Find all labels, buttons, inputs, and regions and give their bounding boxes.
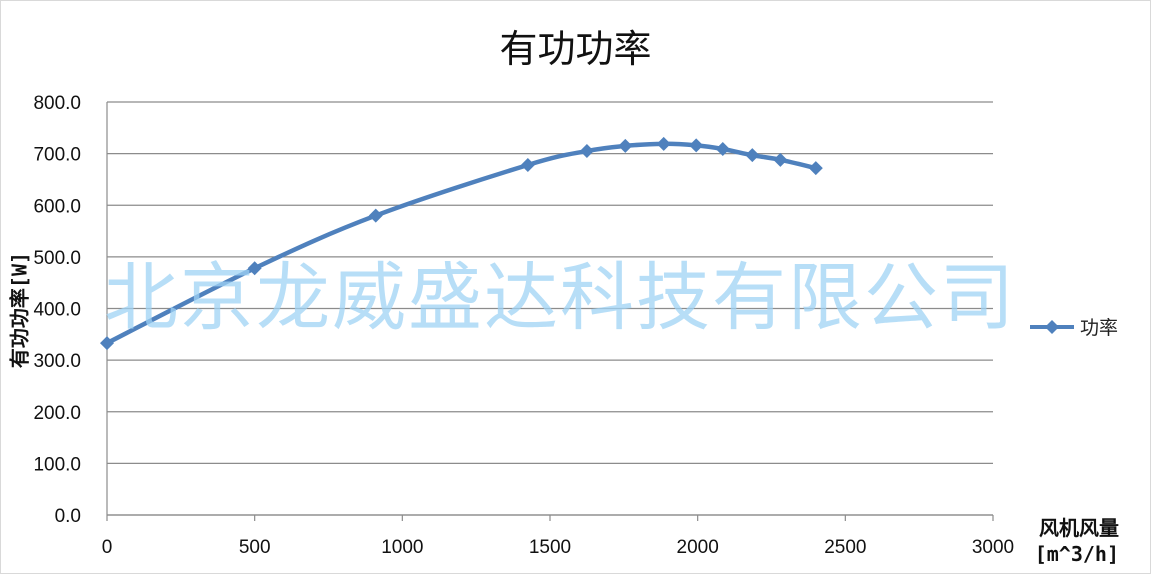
y-tick-label: 0.0 xyxy=(55,506,81,527)
data-point-marker xyxy=(100,336,114,351)
data-point-marker xyxy=(618,138,633,153)
data-point-marker xyxy=(247,261,262,276)
data-point-marker xyxy=(689,138,704,153)
y-tick-label: 500.0 xyxy=(33,248,81,269)
data-point-marker xyxy=(656,136,671,151)
data-point-marker xyxy=(520,157,535,172)
series-line-power xyxy=(105,141,817,346)
x-tick-label: 1000 xyxy=(381,537,423,558)
y-tick-label: 300.0 xyxy=(33,351,81,372)
data-point-marker xyxy=(808,161,823,176)
series-layer xyxy=(100,136,823,351)
chart-title: 有功功率 xyxy=(499,27,652,71)
x-axis-unit: [m^3/h] xyxy=(1034,542,1119,566)
x-axis-label: 风机风量 xyxy=(1039,516,1119,540)
x-tick-label: 0 xyxy=(102,537,113,558)
x-tick-label: 2500 xyxy=(824,537,866,558)
y-axis-label: 有功功率[W] xyxy=(7,251,32,369)
y-tick-label: 400.0 xyxy=(33,300,81,321)
legend-label: 功率 xyxy=(1080,317,1119,339)
data-point-marker xyxy=(745,148,760,163)
y-tick-label: 700.0 xyxy=(33,145,81,166)
y-tick-label: 600.0 xyxy=(33,196,81,217)
legend: 功率 xyxy=(1028,313,1118,340)
y-tick-label: 100.0 xyxy=(33,454,81,475)
legend-marker-icon xyxy=(1030,319,1074,334)
data-point-marker xyxy=(773,152,788,167)
y-tick-label: 800.0 xyxy=(33,93,81,114)
x-tick-labels: 0 500 1000 1500 2000 2500 3000 xyxy=(102,537,1014,558)
x-tick-label: 3000 xyxy=(972,537,1014,558)
x-tick-label: 500 xyxy=(239,537,271,558)
data-point-marker xyxy=(579,144,594,159)
data-point-marker xyxy=(715,141,730,156)
x-tick-label: 1500 xyxy=(529,537,571,558)
grid-lines xyxy=(106,101,994,521)
y-tick-label: 200.0 xyxy=(33,403,81,424)
x-tick-label: 2000 xyxy=(677,537,719,558)
data-point-marker xyxy=(368,208,383,223)
y-tick-labels: 0.0 100.0 200.0 300.0 400.0 500.0 600.0 700.0 80… xyxy=(33,93,81,527)
